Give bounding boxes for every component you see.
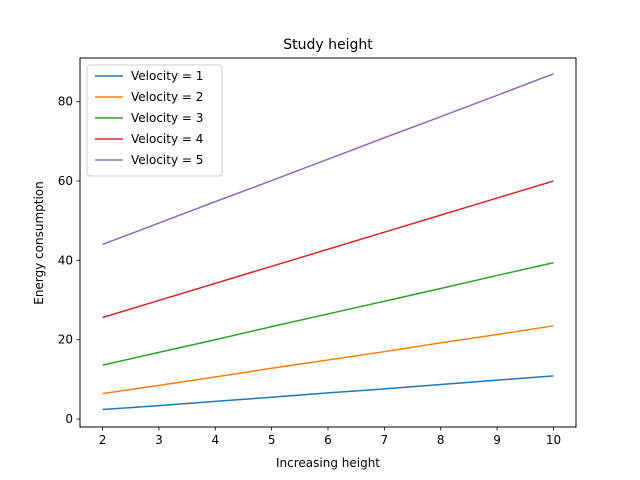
y-tick-label: 40 — [58, 253, 73, 267]
legend-box — [86, 64, 223, 177]
legend-label-2: Velocity = 2 — [131, 90, 203, 104]
legend-label-3: Velocity = 3 — [131, 111, 203, 125]
series-line-2 — [102, 325, 554, 395]
y-tick-label: 60 — [58, 174, 73, 188]
chart-title: Study height — [283, 37, 373, 53]
legend-label-1: Velocity = 1 — [131, 69, 203, 83]
x-tick-label: 9 — [493, 433, 501, 447]
x-axis: 2 3 4 5 6 7 8 9 10 — [99, 427, 561, 447]
y-tick-label: 80 — [58, 95, 73, 109]
legend: Velocity = 1 Velocity = 2 Velocity = 3 Velo… — [86, 64, 223, 177]
series-line-1 — [102, 375, 554, 411]
x-tick-label: 4 — [211, 433, 219, 447]
x-tick-label: 5 — [268, 433, 276, 447]
plot-lines — [102, 73, 554, 411]
y-axis: 0 20 40 60 80 — [58, 95, 80, 426]
x-tick-label: 2 — [99, 433, 107, 447]
y-tick-label: 20 — [58, 333, 73, 347]
series-line-3 — [102, 262, 554, 366]
x-tick-label: 7 — [381, 433, 389, 447]
x-tick-label: 3 — [155, 433, 163, 447]
x-tick-label: 6 — [324, 433, 332, 447]
x-tick-label: 10 — [546, 433, 561, 447]
legend-label-4: Velocity = 4 — [131, 132, 203, 146]
y-axis-label: Energy consumption — [32, 181, 46, 305]
x-tick-label: 8 — [437, 433, 445, 447]
x-axis-label: Increasing height — [276, 456, 380, 470]
series-line-4 — [102, 180, 554, 319]
plot-frame — [79, 57, 577, 428]
legend-label-5: Velocity = 5 — [131, 153, 203, 167]
y-tick-label: 0 — [65, 412, 73, 426]
series-line-5 — [102, 73, 554, 246]
